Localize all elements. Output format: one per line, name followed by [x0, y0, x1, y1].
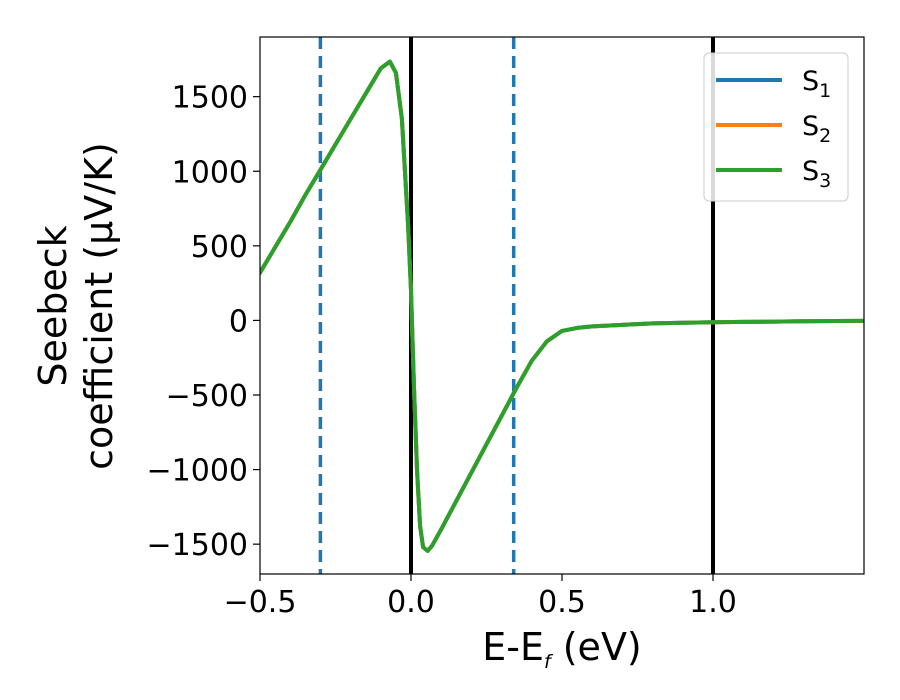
legend-label-S1: S1 — [802, 66, 831, 102]
x-tick-label-3: 1.0 — [689, 585, 737, 620]
y-axis-label-line2: coefficient (μV/K) — [77, 142, 121, 470]
y-axis-label: Seebeck coefficient (μV/K) — [31, 142, 121, 470]
legend-label-S3: S3 — [802, 156, 831, 192]
y-axis-label-line1: Seebeck — [31, 225, 75, 386]
y-tick-label-5: −1000 — [147, 454, 248, 489]
legend-label-S2: S2 — [802, 111, 831, 147]
y-tick-label-2: 500 — [191, 230, 248, 265]
legend: S1 S2 S3 — [703, 52, 849, 202]
plot-area — [260, 37, 864, 574]
y-tick-label-1: 1000 — [172, 155, 248, 190]
y-tick-label-6: −1500 — [147, 528, 248, 563]
y-tick-label-3: 0 — [229, 304, 248, 339]
y-tick-label-0: 1500 — [172, 81, 248, 116]
plot-content — [260, 37, 864, 574]
x-tick-label-2: 0.5 — [538, 585, 586, 620]
x-tick-label-1: 0.0 — [387, 585, 435, 620]
axes: −0.5 0.0 0.5 1.0 1500 1000 500 0 −500 −1000 −1500 — [147, 36, 865, 620]
x-axis-label: E-Ef (eV) — [482, 625, 642, 673]
y-tick-label-4: −500 — [166, 379, 248, 414]
x-tick-label-0: −0.5 — [224, 585, 297, 620]
series-line-S3 — [260, 59, 864, 553]
